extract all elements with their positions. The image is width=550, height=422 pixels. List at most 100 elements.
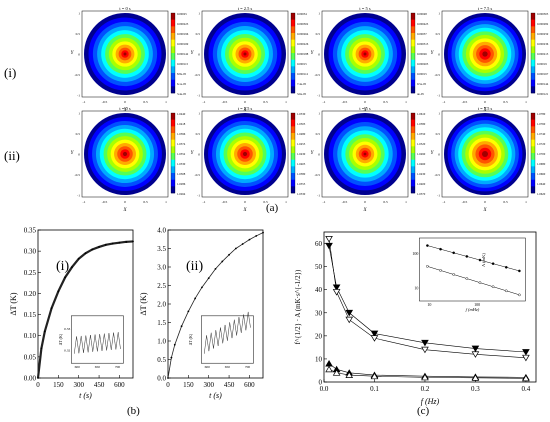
panel-b-ytick-label: 3.0	[157, 264, 166, 272]
inset-xtick-label: 700	[245, 365, 251, 369]
heatmap-title: t = 2.5 s	[238, 6, 253, 11]
data-point	[471, 345, 480, 353]
panel-b-xtick-label: 300	[203, 381, 214, 389]
colorbar-segment	[291, 86, 295, 94]
heatmap-ylabel: Y	[71, 51, 75, 56]
heatmap-ytick: -1	[437, 94, 440, 98]
colorbar-segment	[291, 46, 295, 54]
colorbar-frame	[410, 112, 416, 194]
inset-xtick-label: 100	[474, 302, 480, 307]
colorbar-frame	[290, 112, 296, 194]
inset-series-line	[74, 332, 121, 354]
heatmap-xtick: -1	[203, 100, 206, 104]
colorbar-tick: 1.0640	[537, 182, 546, 186]
heatmap-ytick: -1	[197, 194, 200, 198]
colorbar-segment	[411, 179, 415, 187]
heatmap-xtick: 0	[364, 200, 366, 204]
heatmap-ylabel: Y	[431, 51, 435, 56]
colorbar-tick: 0.000167	[537, 72, 549, 76]
data-point	[471, 351, 480, 358]
heatmap-title: t = 0 s	[119, 106, 130, 111]
colorbar-tick: 1.0400	[417, 182, 426, 186]
heatmap-xtick: -1	[83, 200, 86, 204]
panel-c-chart: 0.0 0.1 0.2 0.3 0.4 0 10 20 30 40 50 60 f (Hz) f^{1/2…	[294, 231, 537, 406]
colorbar-segment	[411, 166, 415, 174]
heatmap-xtick: -0.5	[342, 200, 348, 204]
data-point	[241, 243, 244, 245]
colorbar-segment	[291, 186, 295, 194]
data-point	[125, 240, 128, 243]
colorbar-tick: 9.5e-05	[417, 82, 427, 86]
colorbar-segment	[531, 26, 535, 34]
inset-data-point	[452, 251, 455, 255]
colorbar-tick: 0.000264	[297, 32, 309, 36]
colorbar-tick: 0.000282	[537, 22, 549, 26]
colorbar-segment	[531, 79, 535, 87]
colorbar-segment	[531, 33, 535, 40]
panel-b-ytick-label: 3.5	[157, 245, 166, 253]
data-point	[43, 330, 46, 333]
colorbar-segment	[291, 126, 295, 134]
colorbar-segment	[291, 59, 295, 67]
panel-b-xtick-label: 0	[166, 381, 170, 389]
panel-b-ytick-label: 0.30	[24, 248, 37, 256]
colorbar-tick: 0.000121	[537, 92, 549, 96]
colorbar-segment	[411, 153, 415, 160]
colorbar-tick: 1.0352	[177, 152, 186, 156]
inset-fit-line	[427, 266, 520, 296]
heatmap-ytick: -1	[317, 94, 320, 98]
panel-b-xtick-label: 0	[36, 381, 40, 389]
heatmap-xtick: -0.5	[102, 100, 108, 104]
colorbar-segment	[531, 53, 535, 60]
colorbar-tick: 8.8e-05	[177, 72, 187, 76]
colorbar-tick: 0.00048	[417, 12, 427, 16]
data-point	[421, 339, 429, 347]
colorbar-tick: 1.0370	[417, 192, 426, 196]
colorbar-segment	[291, 79, 295, 87]
panel-b-xlabel: t (s)	[79, 391, 92, 400]
inset-data-point	[465, 277, 469, 280]
data-point	[325, 365, 333, 373]
colorbar-segment	[171, 73, 175, 80]
heatmap-ytick: 1	[198, 12, 200, 16]
colorbar-segment	[411, 119, 415, 127]
heatmap-panel: t = 2.5 s Y -1-1 -0.5 -0.5 0 0 0.5 0.5 1 1 X 0.00034…	[191, 6, 309, 113]
heatmap-xtick: -0.5	[102, 200, 108, 204]
colorbar-segment	[171, 159, 175, 167]
colorbar-segment	[411, 146, 415, 154]
inset-ylabel: ΔT (K)	[58, 333, 63, 345]
heatmap-ytick: 0.5	[196, 32, 201, 36]
heatmap-panel: t = 5 s Y -1-1 -0.5 -0.5 0 0 0.5 0.5 1 1 X 0.00048 0.…	[311, 6, 429, 113]
heatmap-ytick: 1	[78, 12, 80, 16]
panel-b-ytick-label: 0.25	[24, 269, 37, 277]
colorbar-tick: 0.000223	[177, 22, 189, 26]
colorbar-segment	[171, 133, 175, 140]
panel-c-label: (c)	[417, 405, 430, 417]
colorbar-segment	[531, 133, 535, 140]
heatmap-ytick: -1	[437, 194, 440, 198]
colorbar-tick: 1.0530	[297, 112, 306, 116]
colorbar-tick: 1.0620	[537, 192, 546, 196]
colorbar-tick: 0.00037	[417, 32, 427, 36]
data-point	[370, 335, 379, 342]
colorbar-tick: 1.0355	[297, 182, 306, 186]
inset-data-point	[426, 265, 429, 268]
contour-ring	[481, 150, 489, 158]
data-point	[207, 277, 210, 279]
heatmap-xtick: 0.5	[503, 100, 508, 104]
colorbar-segment	[171, 79, 175, 87]
colorbar-segment	[291, 33, 295, 40]
colorbar-tick: 1.0330	[177, 162, 186, 166]
colorbar-segment	[411, 86, 415, 94]
heatmap-ytick: 1	[438, 112, 440, 116]
colorbar-segment	[411, 26, 415, 34]
heatmap-ytick: 0	[438, 153, 440, 157]
colorbar-segment	[171, 86, 175, 94]
inset-data-point	[439, 269, 442, 272]
heatmap-xtick: 1	[165, 200, 167, 204]
inset-frame	[71, 315, 124, 364]
inset-series-line	[204, 311, 251, 354]
heatmap-ytick: 0.5	[76, 32, 81, 36]
colorbar-segment	[531, 146, 535, 154]
data-point	[40, 347, 43, 350]
